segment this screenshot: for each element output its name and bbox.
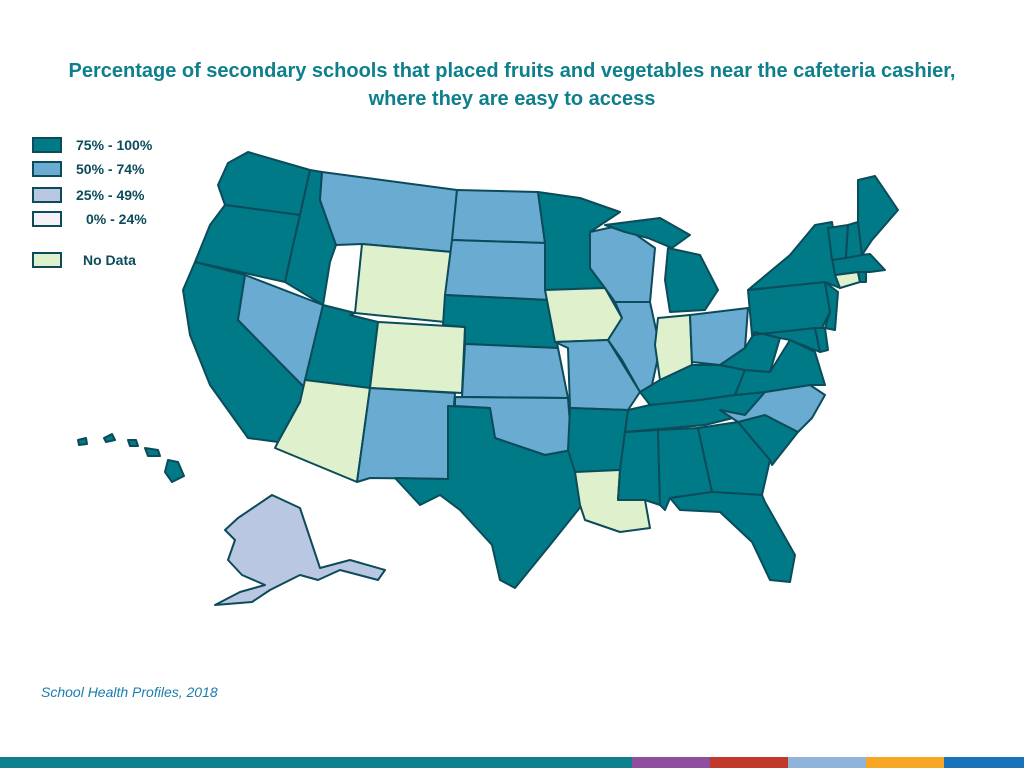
- state-mi: [604, 217, 719, 313]
- legend-swatch-50-74: [32, 161, 62, 177]
- footer-color-bar: [0, 757, 1024, 768]
- state-de: [814, 327, 829, 353]
- legend-swatch-25-49: [32, 187, 62, 203]
- state-mt: [319, 171, 458, 253]
- state-ar: [567, 407, 629, 473]
- state-tx: [394, 405, 583, 589]
- state-ms: [617, 429, 661, 506]
- footer-segment-teal: [0, 757, 632, 768]
- footer-segment-purple: [632, 757, 710, 768]
- legend-label-75-100: 75% - 100%: [76, 137, 153, 153]
- map-title: Percentage of secondary schools that pla…: [68, 60, 956, 110]
- state-hi: [77, 433, 185, 483]
- legend-swatch-75-100: [32, 137, 62, 153]
- state-fl: [669, 491, 796, 583]
- footer-segment-blue: [944, 757, 1024, 768]
- state-ma: [831, 253, 886, 276]
- state-nm: [356, 387, 456, 483]
- source-citation: School Health Profiles, 2018: [41, 684, 218, 700]
- state-nd: [451, 189, 546, 244]
- state-nc: [719, 384, 826, 433]
- state-ga: [697, 421, 771, 496]
- state-ri: [857, 271, 867, 283]
- legend-swatch-no-data: [32, 252, 62, 268]
- state-nj: [824, 281, 839, 331]
- state-ks: [461, 343, 569, 399]
- legend-label-0-24: 0% - 24%: [86, 211, 147, 227]
- state-ak: [214, 494, 386, 606]
- legend-label-25-49: 25% - 49%: [76, 187, 145, 203]
- state-wy: [354, 243, 453, 323]
- footer-segment-orange: [866, 757, 944, 768]
- state-vt: [827, 224, 849, 261]
- state-me: [857, 175, 899, 256]
- legend-label-no-data: No Data: [83, 252, 136, 268]
- footer-segment-red: [710, 757, 788, 768]
- state-sd: [444, 239, 549, 301]
- state-co: [369, 321, 466, 394]
- footer-segment-lightblue: [788, 757, 866, 768]
- legend-swatch-0-24: [32, 211, 62, 227]
- legend-label-50-74: 50% - 74%: [76, 161, 145, 177]
